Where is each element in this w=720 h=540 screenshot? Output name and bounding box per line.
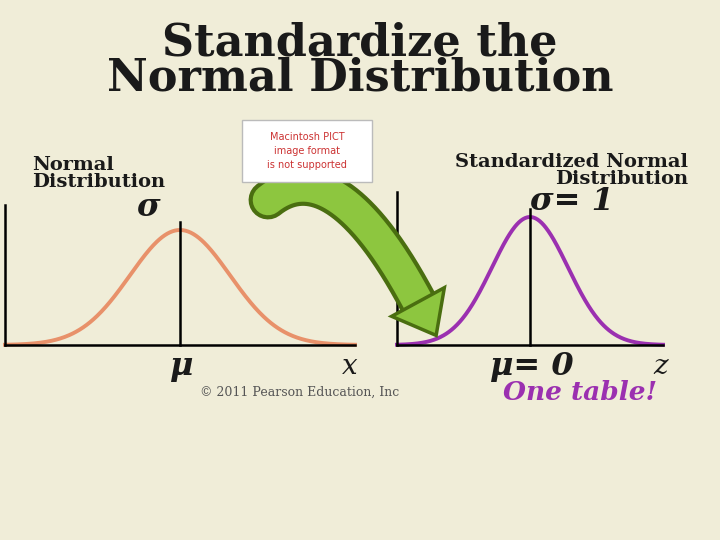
Text: z: z [654, 354, 668, 381]
Text: Distribution: Distribution [32, 173, 165, 191]
Text: © 2011 Pearson Education, Inc: © 2011 Pearson Education, Inc [200, 386, 400, 399]
Text: Normal Distribution: Normal Distribution [107, 57, 613, 99]
Text: is not supported: is not supported [267, 160, 347, 170]
Text: Distribution: Distribution [555, 170, 688, 188]
Text: One table!: One table! [503, 380, 657, 404]
Text: σ= 1: σ= 1 [530, 186, 614, 217]
Polygon shape [392, 288, 444, 335]
Text: x: x [342, 354, 358, 381]
FancyBboxPatch shape [242, 120, 372, 182]
Text: μ= 0: μ= 0 [490, 352, 574, 382]
Text: σ: σ [136, 192, 160, 224]
Text: image format: image format [274, 146, 340, 156]
Text: μ: μ [171, 352, 194, 382]
Text: Standardize the: Standardize the [162, 22, 558, 64]
Text: Normal: Normal [32, 156, 114, 174]
Text: Standardized Normal: Standardized Normal [455, 153, 688, 171]
Text: Macintosh PICT: Macintosh PICT [270, 132, 344, 143]
